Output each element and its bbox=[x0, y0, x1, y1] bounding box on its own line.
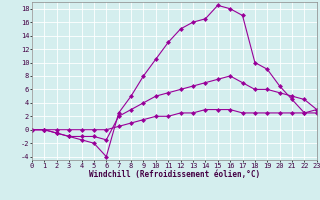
X-axis label: Windchill (Refroidissement éolien,°C): Windchill (Refroidissement éolien,°C) bbox=[89, 170, 260, 179]
